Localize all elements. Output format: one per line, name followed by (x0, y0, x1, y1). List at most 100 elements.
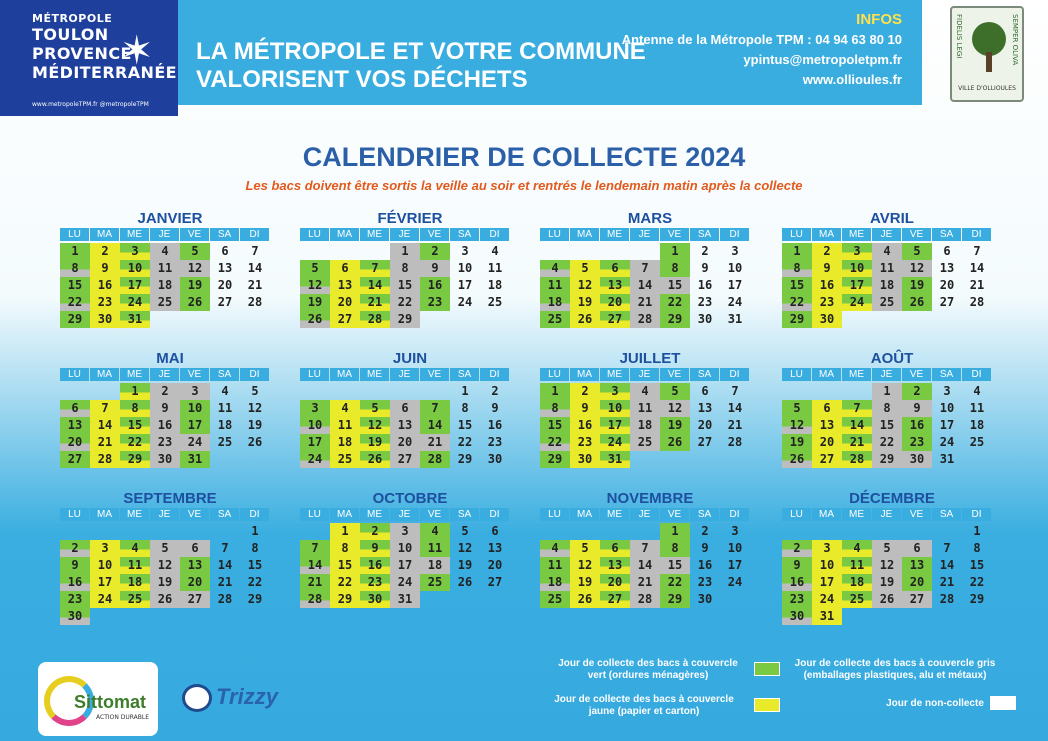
day-cell: 10 (727, 541, 743, 555)
day-cell: 29 (872, 451, 902, 468)
day-cell: 18 (420, 557, 450, 574)
day-cell: 6 (180, 540, 210, 557)
day-cell: 21 (969, 278, 985, 292)
day-cell: 25 (969, 435, 985, 449)
weekday-label: MA (570, 508, 599, 521)
day-cell: 6 (600, 540, 630, 557)
days-grid: 1 2 3 4 5 6 7 8 9 10 11 12 13 14 15 16 17 18 19 20 21 22 23 24 2… (782, 243, 1002, 328)
weekday-label: ME (600, 228, 629, 241)
day-cell: 30 (812, 311, 842, 328)
month-2: FÉVRIER LU MA ME JE VE SA DI 1 2 3 4 5 6 7 8 9 10 11 12 13 14… (300, 210, 520, 328)
empty-cell (360, 243, 390, 260)
day-cell: 9 (150, 400, 180, 417)
day-cell: 30 (782, 608, 812, 625)
day-cell: 21 (90, 434, 120, 451)
day-cell: 1 (390, 243, 420, 260)
day-cell: 8 (60, 260, 90, 277)
header-title-line-2: VALORISENT VOS DÉCHETS (196, 66, 528, 93)
month-name: AVRIL (870, 210, 914, 227)
month-name: DÉCEMBRE (849, 490, 935, 507)
month-name: JUILLET (619, 350, 681, 367)
day-cell: 2 (701, 524, 709, 538)
weekday-label: DI (962, 228, 991, 241)
day-cell: 2 (60, 540, 90, 557)
header-title-line-1: LA MÉTROPOLE ET VOTRE COMMUNE (196, 38, 646, 65)
day-cell: 1 (330, 523, 360, 540)
day-cell: 5 (902, 243, 932, 260)
day-cell: 30 (570, 451, 600, 468)
logo-small-text: MÉTROPOLE (32, 12, 113, 25)
legend-green-swatch (754, 662, 780, 676)
day-cell: 15 (540, 417, 570, 434)
weekday-label: LU (540, 508, 569, 521)
day-cell: 1 (251, 524, 259, 538)
weekday-label: ME (360, 508, 389, 521)
infos-phone: Antenne de la Métropole TPM : 04 94 63 8… (621, 32, 902, 47)
day-cell: 14 (842, 417, 872, 434)
empty-cell (812, 523, 842, 540)
day-cell: 26 (360, 451, 390, 468)
day-cell: 17 (90, 574, 120, 591)
sittomat-text: Sittomat (74, 692, 146, 712)
day-cell: 26 (150, 591, 180, 608)
day-cell: 20 (600, 294, 630, 311)
weekday-label: JE (630, 508, 659, 521)
empty-cell (812, 383, 842, 400)
day-cell: 12 (782, 417, 812, 434)
empty-cell (60, 523, 90, 540)
weekday-label: VE (660, 508, 689, 521)
day-cell: 5 (570, 540, 600, 557)
day-cell: 7 (90, 400, 120, 417)
day-cell: 18 (217, 418, 233, 432)
empty-cell (540, 523, 570, 540)
day-cell: 21 (727, 418, 743, 432)
infos-website[interactable]: www.ollioules.fr (802, 72, 902, 87)
empty-cell (180, 523, 210, 540)
day-cell: 20 (60, 434, 90, 451)
legend-gray-label: Jour de collecte des bacs à couvercle gr… (794, 658, 996, 681)
day-cell: 16 (570, 417, 600, 434)
day-cell: 2 (420, 243, 450, 260)
day-cell: 24 (727, 295, 743, 309)
day-cell: 16 (487, 418, 503, 432)
day-cell: 14 (300, 557, 330, 574)
day-cell: 25 (540, 591, 570, 608)
day-cell: 2 (701, 244, 709, 258)
day-cell: 26 (570, 311, 600, 328)
month-4: AVRIL LU MA ME JE VE SA DI 1 2 3 4 5 6 7 8 9 10 11 12 13 14 15… (782, 210, 1002, 328)
day-cell: 28 (90, 451, 120, 468)
day-cell: 14 (969, 261, 985, 275)
day-cell: 5 (300, 260, 330, 277)
day-cell: 1 (461, 384, 469, 398)
weekday-label: VE (420, 228, 449, 241)
day-cell: 13 (697, 401, 713, 415)
page-subtitle: Les bacs doivent être sortis la veille a… (245, 178, 803, 193)
day-cell: 6 (491, 524, 499, 538)
weekday-label: LU (300, 228, 329, 241)
empty-cell (842, 523, 872, 540)
day-cell: 3 (943, 384, 951, 398)
day-cell: 30 (902, 451, 932, 468)
day-cell: 19 (457, 558, 473, 572)
day-cell: 9 (701, 261, 709, 275)
day-cell: 12 (570, 557, 600, 574)
infos-email[interactable]: ypintus@metropoletpm.fr (743, 52, 902, 67)
weekday-label: DI (720, 368, 749, 381)
weekday-header: LU MA ME JE VE SA DI (782, 368, 1002, 381)
day-cell: 5 (461, 524, 469, 538)
day-cell: 18 (120, 574, 150, 591)
weekday-label: SA (932, 368, 961, 381)
weekday-label: JE (872, 228, 901, 241)
day-cell: 15 (660, 557, 690, 574)
month-10: OCTOBRE LU MA ME JE VE SA DI 1 2 3 4 5 6 7 8 9 10 11 12 13 14… (300, 490, 520, 608)
day-cell: 9 (812, 260, 842, 277)
day-cell: 22 (120, 434, 150, 451)
day-cell: 20 (217, 278, 233, 292)
weekday-label: MA (570, 368, 599, 381)
weekday-header: LU MA ME JE VE SA DI (540, 368, 760, 381)
day-cell: 1 (782, 243, 812, 260)
empty-cell (390, 383, 420, 400)
day-cell: 28 (420, 451, 450, 468)
day-cell: 12 (570, 277, 600, 294)
day-cell: 2 (90, 243, 120, 260)
